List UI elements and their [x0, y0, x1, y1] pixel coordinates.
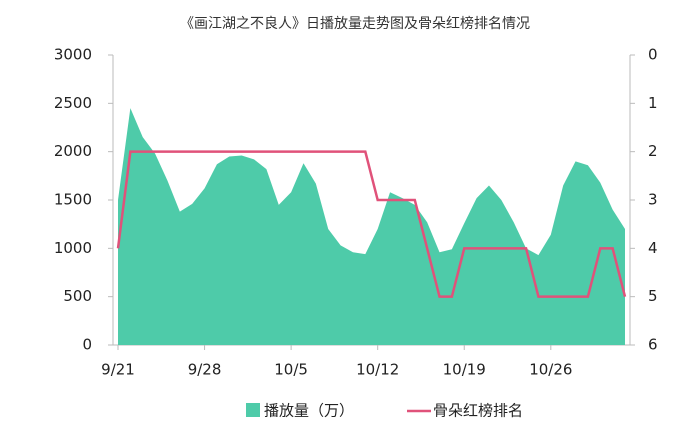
- y2-tick-label: 0: [648, 46, 658, 64]
- y-tick-label: 2500: [54, 94, 92, 112]
- y-tick-label: 1000: [54, 239, 92, 257]
- chart-title: 《画江湖之不良人》日播放量走势图及骨朵红榜排名情况: [180, 15, 530, 32]
- x-tick-label: 9/28: [188, 361, 222, 379]
- y-tick-label: 1500: [54, 191, 92, 209]
- y-tick-label: 500: [63, 287, 92, 305]
- y2-tick-label: 1: [648, 94, 658, 112]
- x-tick-label: 10/19: [443, 361, 486, 379]
- legend-label: 播放量（万）: [264, 402, 354, 420]
- x-tick-label: 10/12: [356, 361, 399, 379]
- x-tick-label: 10/5: [274, 361, 308, 379]
- area: [118, 108, 625, 346]
- y-tick-label: 3000: [54, 46, 92, 64]
- y2-tick-label: 4: [648, 239, 658, 257]
- y-tick-label: 0: [82, 336, 92, 354]
- y2-tick-label: 3: [648, 191, 658, 209]
- line: [116, 150, 627, 298]
- x-tick-label: 9/21: [101, 361, 135, 379]
- legend-swatch: [246, 403, 260, 417]
- y2-tick-label: 6: [648, 336, 658, 354]
- y2-tick-label: 5: [648, 287, 658, 305]
- x-tick-label: 10/26: [529, 361, 572, 379]
- y2-tick-label: 2: [648, 142, 658, 160]
- y-tick-label: 2000: [54, 142, 92, 160]
- legend-label: 骨朵红榜排名: [433, 402, 523, 420]
